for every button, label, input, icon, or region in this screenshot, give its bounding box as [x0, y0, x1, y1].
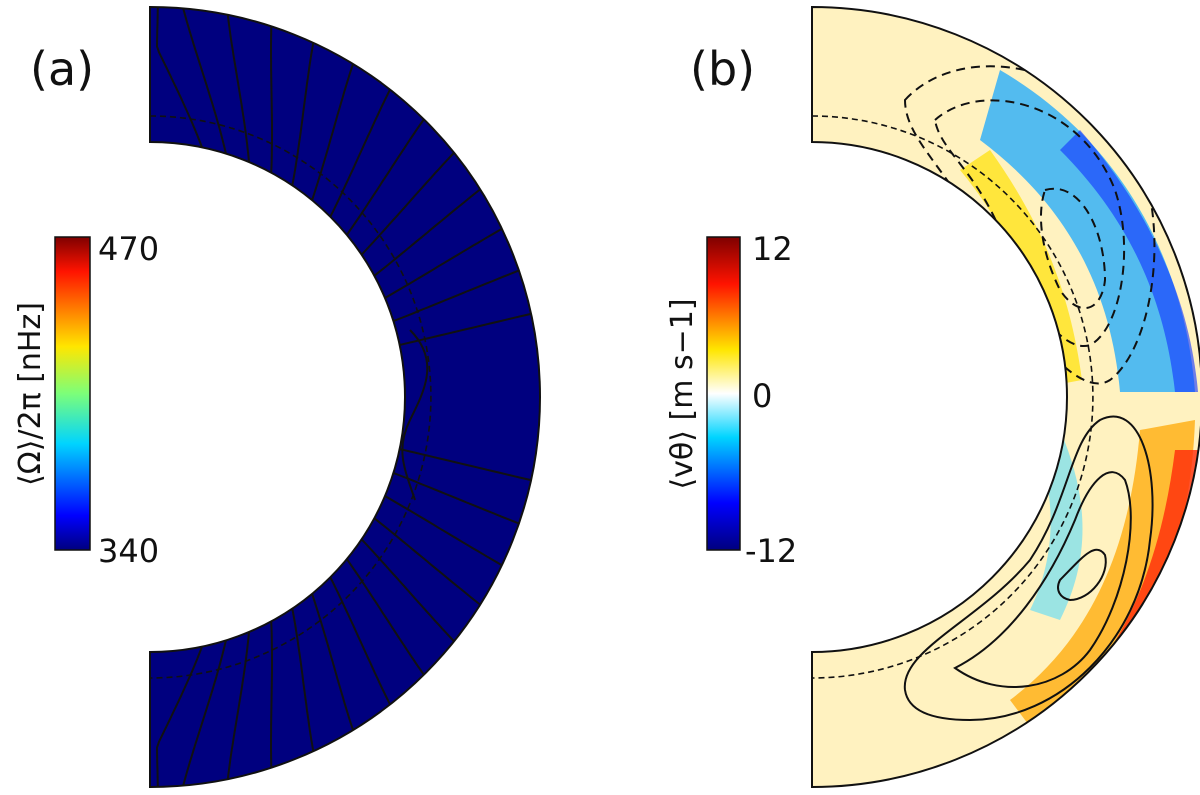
contour-line	[329, 576, 391, 705]
panel-a-tachocline	[149, 115, 432, 679]
panel-a-latitude-fill	[150, 7, 540, 787]
panel-a: (a) 470 340 ⟨Ω⟩/2π [nHz]	[13, 5, 541, 789]
contour-line	[399, 448, 532, 482]
contour-line	[346, 118, 425, 236]
contour-line	[393, 471, 520, 525]
colorbar-a-label: ⟨Ω⟩/2π [nHz]	[13, 302, 48, 486]
panel-b-negative-band	[980, 70, 1195, 392]
contour-line	[373, 517, 481, 606]
panel-a-contours	[155, 7, 532, 787]
streamline-north-mid	[933, 99, 1126, 348]
contour-line	[399, 312, 532, 346]
contour-line	[226, 631, 250, 780]
contour-line	[311, 593, 354, 731]
panel-a-outline	[149, 5, 541, 789]
contour-line-equatorial	[401, 329, 429, 501]
streamline-south-inner	[1057, 548, 1107, 602]
contour-line	[360, 538, 455, 642]
contour-line	[182, 640, 227, 786]
contour-line	[155, 646, 203, 787]
colorbar-a-max: 470	[98, 230, 159, 268]
streamline-south-outer	[903, 415, 1154, 722]
panel-a-label: (a)	[30, 42, 94, 96]
contour-line	[226, 14, 250, 163]
colorbar-b-mid: 0	[752, 377, 772, 415]
colorbar-a-min: 340	[98, 532, 159, 570]
contour-line	[291, 42, 315, 186]
panel-b: (b) 12 0 -12 ⟨vθ⟩ [m s−1]	[665, 5, 1200, 789]
streamline-south-mid	[953, 471, 1132, 688]
contour-line	[311, 63, 354, 201]
colorbar-a	[54, 236, 91, 551]
contour-line	[393, 269, 520, 323]
contour-line	[270, 621, 273, 768]
colorbar-b-max: 12	[752, 230, 793, 268]
contour-line	[291, 608, 315, 752]
panel-b-tachocline	[811, 115, 1094, 679]
contour-line	[384, 227, 503, 299]
contour-line	[155, 7, 203, 148]
colorbar-b	[706, 236, 741, 551]
panel-b-label: (b)	[690, 42, 755, 96]
panel-b-negative-rim	[1060, 130, 1198, 392]
contour-line	[182, 8, 227, 154]
colorbar-b-min: -12	[745, 532, 797, 570]
streamline-north-inner	[1039, 187, 1107, 310]
panel-b-positive-band	[1010, 420, 1195, 740]
colorbar-b-label: ⟨vθ⟩ [m s−1]	[665, 298, 700, 489]
contour-line	[373, 188, 481, 277]
contour-line	[329, 89, 391, 218]
contour-line	[360, 152, 455, 256]
contour-line	[346, 558, 425, 676]
panel-b-outline	[811, 5, 1200, 789]
contour-line	[270, 26, 273, 173]
panel-b-cyan-band	[1030, 430, 1083, 620]
contour-line	[384, 495, 503, 567]
